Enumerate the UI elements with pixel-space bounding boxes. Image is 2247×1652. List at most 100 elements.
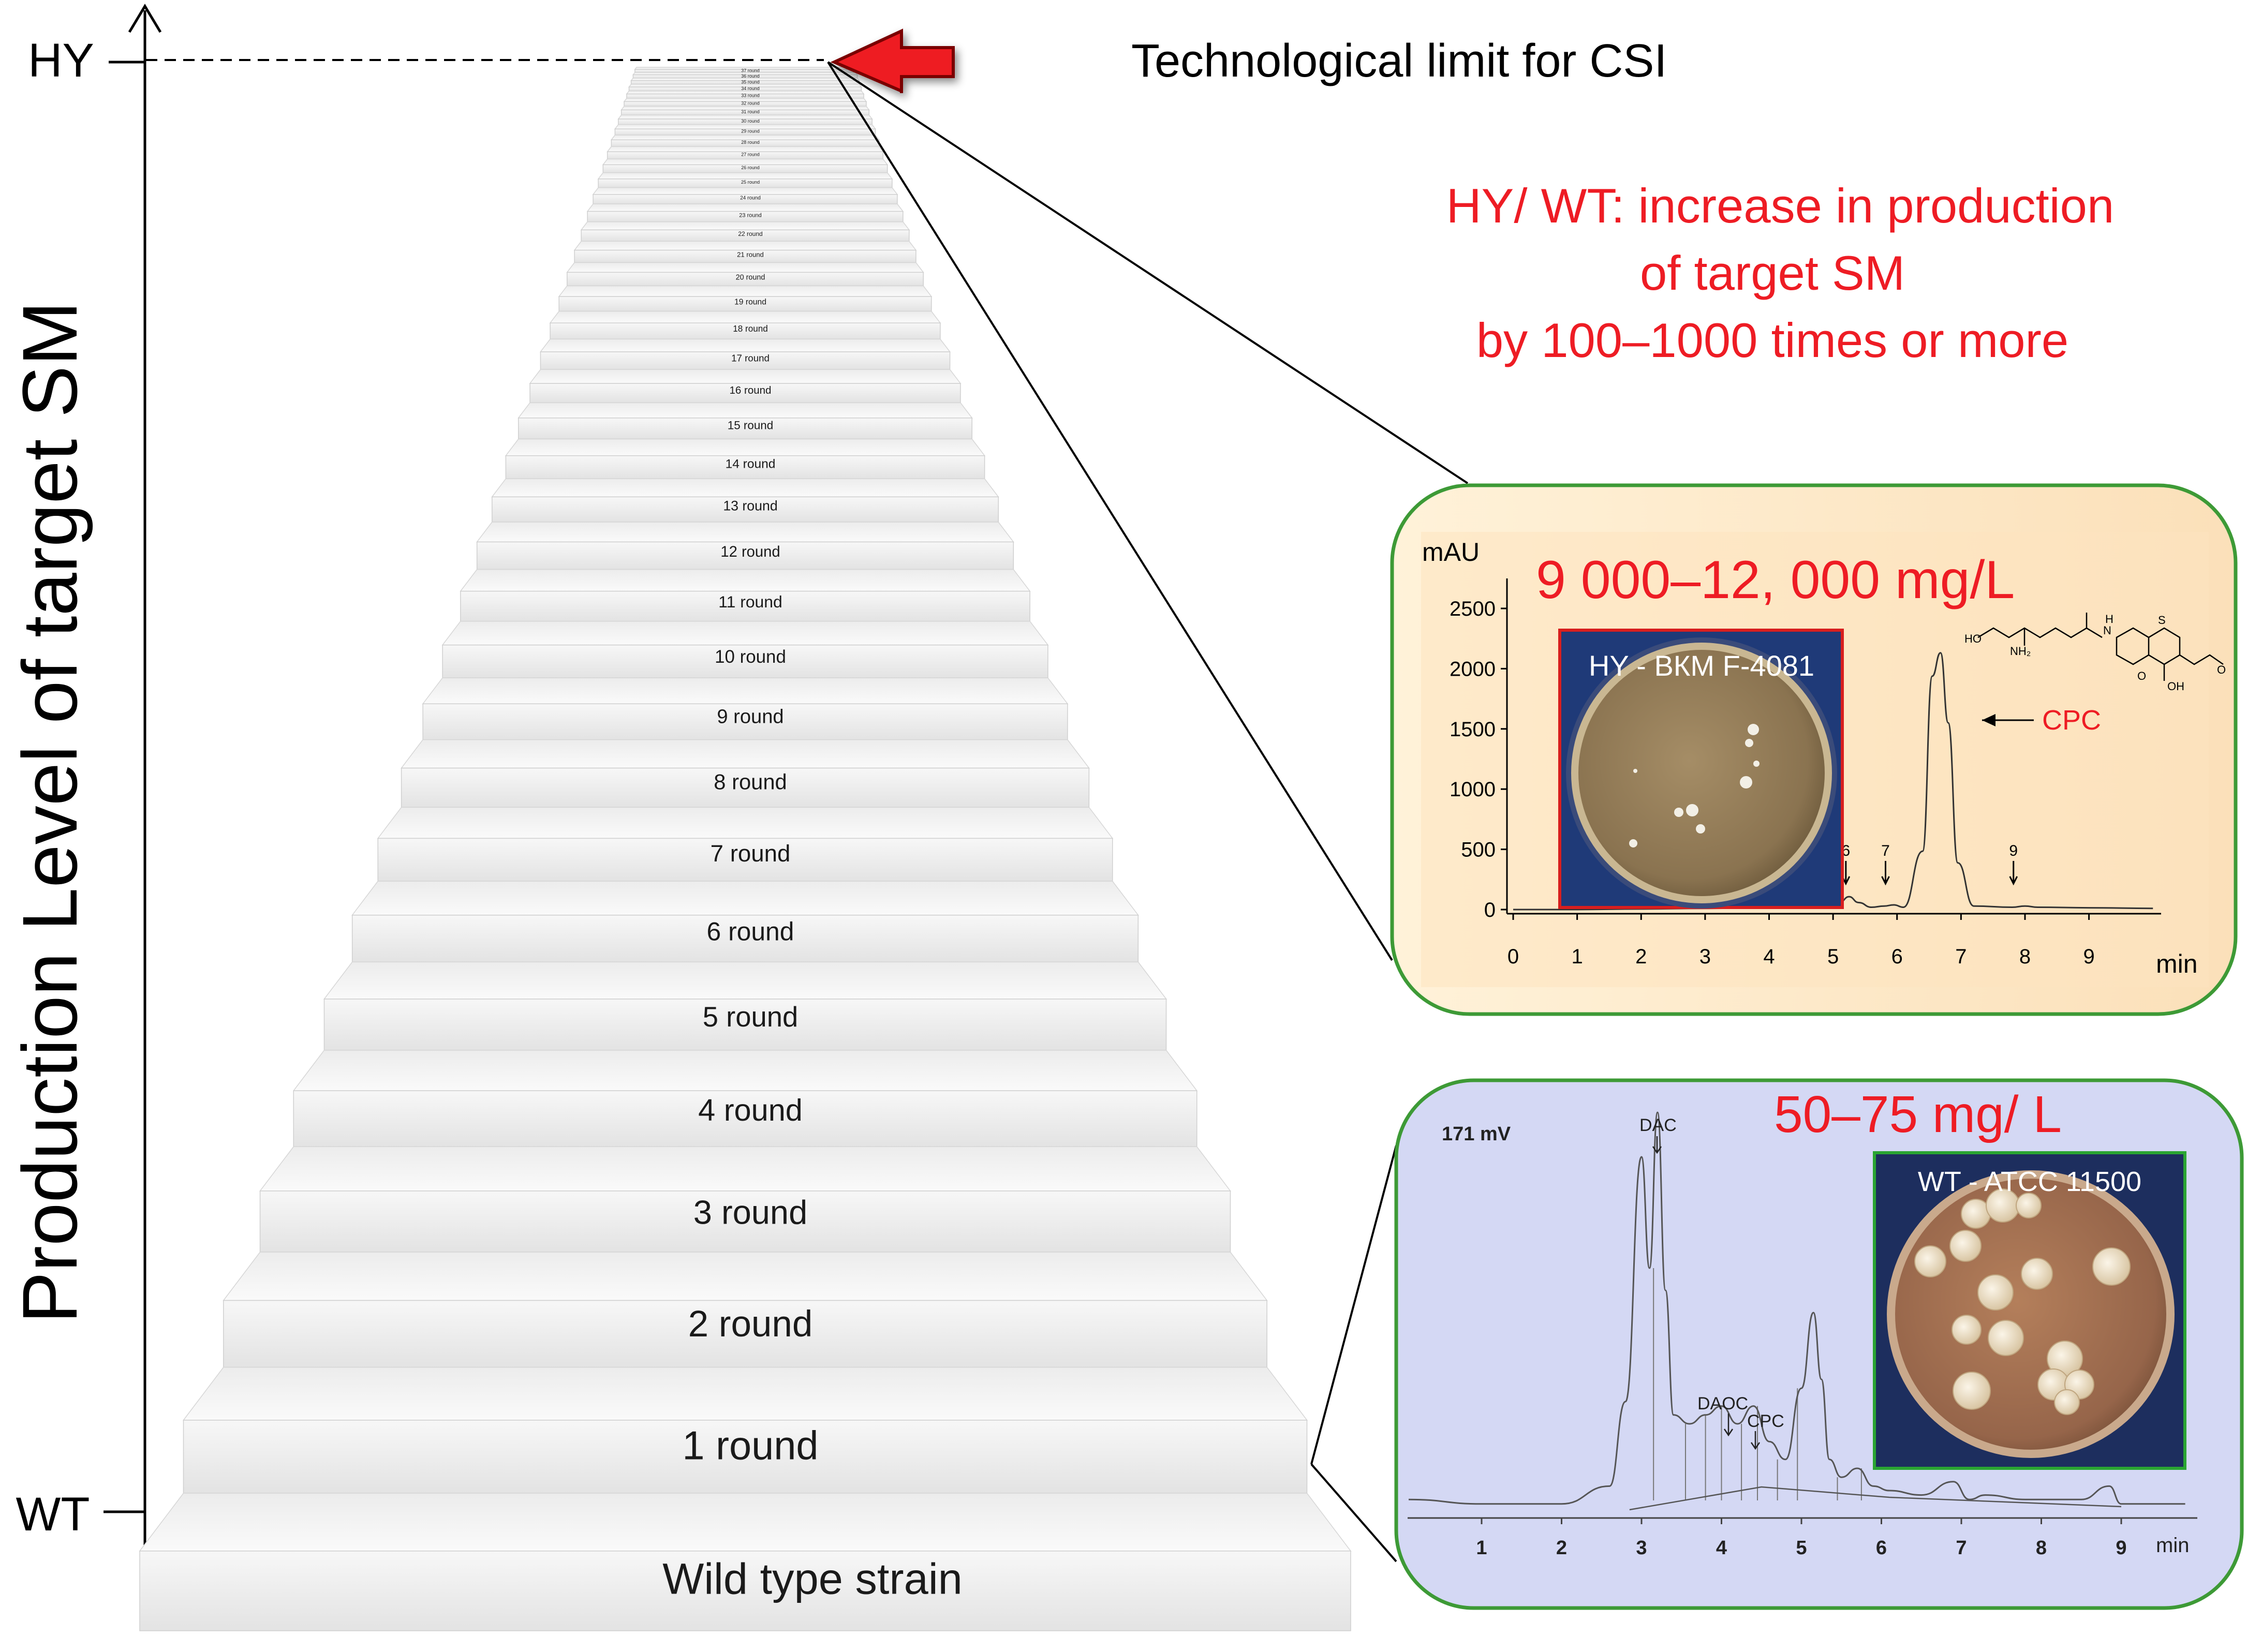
stair-tread xyxy=(586,203,904,212)
hy-peak-label: CPC xyxy=(2042,705,2101,736)
stair-tread xyxy=(580,221,910,231)
hy-x-tick-label: 4 xyxy=(1763,945,1775,968)
wt-plate-photo: WT - ATCC 11500 xyxy=(1873,1151,2186,1470)
stair-riser xyxy=(518,418,972,440)
wt-x-tick-label: 4 xyxy=(1716,1537,1727,1559)
wt-x-tick-label: 6 xyxy=(1876,1537,1887,1559)
technological-limit: Technological limit for CSI xyxy=(146,28,1667,93)
stair-label-round-6: 6 round xyxy=(707,917,794,946)
stair-riser xyxy=(351,914,1139,962)
stair-label-round-27: 27 round xyxy=(741,152,760,157)
hy-peak-marker-label: 9 xyxy=(2009,842,2018,859)
stair-tread xyxy=(351,881,1139,916)
stair-tread xyxy=(139,1493,1352,1552)
technological-limit-label: Technological limit for CSI xyxy=(1131,35,1667,87)
svg-text:H: H xyxy=(2105,613,2113,626)
stair-riser xyxy=(567,272,924,287)
wt-x-tick-label: 2 xyxy=(1556,1537,1567,1559)
cpc-arrow-icon xyxy=(1982,714,1995,726)
stair-label-wild-type: Wild type strain xyxy=(662,1554,963,1603)
hy-y-ticks: 0 500 1000 1500 2000 2500 xyxy=(1450,598,1507,921)
wt-x-ticks: 1 2 3 4 5 6 7 8 9 xyxy=(1476,1518,2127,1559)
stair-label-round-4: 4 round xyxy=(698,1093,803,1127)
stair-riser xyxy=(442,644,1048,678)
stair-riser xyxy=(476,541,1014,570)
stair-tread xyxy=(573,241,917,251)
stair-label-round-26: 26 round xyxy=(741,165,760,170)
summary-line-2: of target SM xyxy=(1640,246,1905,300)
hy-x-tick-label: 7 xyxy=(1955,945,1967,968)
stair-tread xyxy=(292,1050,1198,1091)
stair-tread xyxy=(607,146,884,153)
stair-riser xyxy=(293,1090,1198,1148)
connector-lines xyxy=(827,61,1469,1562)
stair-tread xyxy=(558,285,933,297)
svg-text:O: O xyxy=(2137,669,2146,682)
stair-label-round-36: 36 round xyxy=(741,73,760,79)
stair-label-round-14: 14 round xyxy=(726,457,776,471)
stair-tread xyxy=(539,338,951,352)
stair-label-round-19: 19 round xyxy=(734,297,766,306)
wt-x-tick-label: 1 xyxy=(1476,1537,1487,1559)
stair-label-round-33: 33 round xyxy=(741,93,760,98)
hy-y-tick-label: 2500 xyxy=(1450,598,1496,620)
stair-tread xyxy=(476,522,1014,543)
stair-riser xyxy=(529,383,961,404)
stair-label-round-3: 3 round xyxy=(693,1193,807,1231)
stair-tread xyxy=(377,807,1114,839)
hy-y-unit: mAU xyxy=(1422,538,1480,567)
stair-label-round-25: 25 round xyxy=(741,180,760,185)
wt-peak-labels: DAC DAOC CPC xyxy=(1639,1115,1784,1431)
stair-label-round-37: 37 round xyxy=(741,68,760,73)
wt-panel: 50–75 mg/ L 171 mV min 1 2 3 4 5 6 7 8 9 DAC DAO… xyxy=(1394,1078,2244,1610)
stair-label-round-8: 8 round xyxy=(714,769,787,794)
hy-y-tick-label: 0 xyxy=(1484,899,1496,921)
hy-x-tick-label: 1 xyxy=(1571,945,1583,968)
stair-label-round-1: 1 round xyxy=(682,1424,818,1468)
stair-label-round-15: 15 round xyxy=(728,419,773,432)
stair-label-round-17: 17 round xyxy=(731,352,770,363)
stair-label-round-22: 22 round xyxy=(738,230,762,237)
hy-y-tick-label: 1500 xyxy=(1450,718,1496,741)
stair-riser xyxy=(401,767,1090,808)
wt-peak-label-cpc: CPC xyxy=(1747,1411,1784,1431)
svg-text:NH₂: NH₂ xyxy=(2010,645,2031,658)
hy-x-ticks: 0 1 2 3 4 5 6 7 8 9 xyxy=(1507,914,2095,968)
summary-line-3: by 100–1000 times or more xyxy=(1476,313,2068,367)
wt-tick-label: WT xyxy=(16,1488,90,1541)
hy-peak-marker-label: 7 xyxy=(1881,842,1890,859)
hy-y-tick-label: 2000 xyxy=(1450,658,1496,680)
stair-tread xyxy=(401,739,1090,769)
wt-peak-label-dac: DAC xyxy=(1639,1115,1677,1135)
stair-riser xyxy=(183,1420,1308,1494)
stair-riser xyxy=(377,838,1113,882)
stair-tread xyxy=(549,310,941,323)
stair-label-round-35: 35 round xyxy=(741,79,760,84)
hy-plate-photo: HY - ВКМ F-4081 xyxy=(1558,629,1844,909)
stair-tread xyxy=(460,569,1031,592)
cpc-structure-icon xyxy=(1977,613,2224,681)
stair-label-round-12: 12 round xyxy=(720,544,780,560)
stair-riser xyxy=(460,590,1030,622)
stair-label-round-20: 20 round xyxy=(736,273,765,281)
summary-line-1: HY/ WT: increase in production xyxy=(1446,178,2114,233)
stair-tread xyxy=(529,369,962,384)
wt-x-unit: min xyxy=(2156,1534,2189,1557)
stair-tread xyxy=(182,1366,1308,1421)
down-arrow-icon xyxy=(1881,861,1890,886)
hy-panel: 9 000–12, 000 mg/L mAU min 0 500 1000 1500 2… xyxy=(1390,483,2238,1016)
hy-x-unit: min xyxy=(2156,949,2198,978)
stair-label-round-16: 16 round xyxy=(730,384,772,396)
wt-x-tick-label: 5 xyxy=(1796,1537,1807,1559)
svg-text:O: O xyxy=(2217,663,2226,676)
stair-label-round-5: 5 round xyxy=(703,1001,798,1033)
hy-x-tick-label: 5 xyxy=(1827,945,1839,968)
cpc-structure-labels: HO NH₂ N H S O OH O xyxy=(1964,613,2226,693)
wt-x-tick-label: 3 xyxy=(1636,1537,1647,1559)
wt-x-tick-label: 7 xyxy=(1956,1537,1967,1559)
stair-label-round-23: 23 round xyxy=(739,212,761,218)
wt-peak-arrows xyxy=(1652,1136,1761,1450)
stair-label-round-31: 31 round xyxy=(741,109,760,114)
stair-riser xyxy=(540,351,951,370)
